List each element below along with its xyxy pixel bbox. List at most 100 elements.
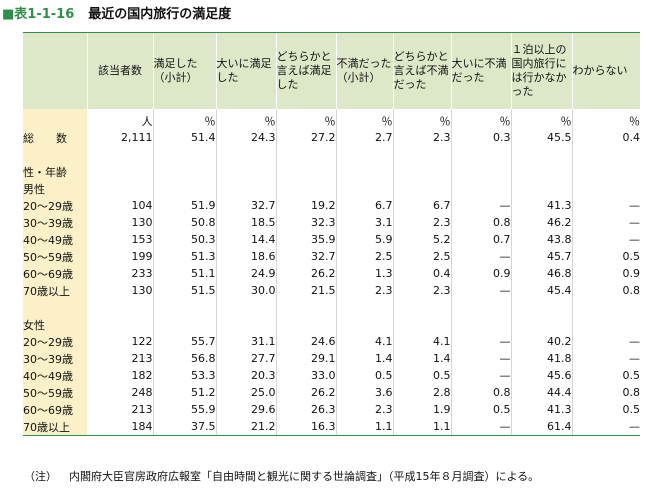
row-label: 30～39歳 bbox=[23, 214, 87, 231]
table-cell: 40.2 bbox=[510, 333, 572, 350]
table-cell: 130 bbox=[131, 284, 153, 297]
table-cell: 51.2 bbox=[152, 384, 216, 401]
table-cell: 61.4 bbox=[510, 418, 572, 436]
table-cell bbox=[571, 316, 640, 333]
column-header-5: 不満だった（小計） bbox=[335, 33, 393, 109]
table-cell: — bbox=[571, 350, 640, 367]
table-cell: 44.4 bbox=[510, 384, 572, 401]
row-label bbox=[23, 299, 87, 316]
table-cell: 14.4 bbox=[215, 231, 276, 248]
table-cell: 20.3 bbox=[215, 367, 276, 384]
header-row: 該当者数 満足した（小計） 大いに満足した どちらかと言えば満足した 不満だった（小計）… bbox=[23, 33, 640, 109]
table-cell: 0.5 bbox=[392, 367, 451, 384]
table-cell: 35.9 bbox=[275, 231, 336, 248]
table-cell: 0.9 bbox=[571, 265, 640, 282]
table-cell: — bbox=[571, 197, 640, 214]
column-header-6: どちらかと言えば不満だった bbox=[392, 33, 451, 109]
table-row: 20～29歳 122 55.7 31.1 24.6 4.1 4.1—40.2— bbox=[23, 333, 640, 350]
table-cell: 2.3 bbox=[335, 282, 393, 299]
table-cell bbox=[510, 299, 572, 316]
table-cell bbox=[510, 146, 572, 163]
table-cell: — bbox=[450, 197, 511, 214]
table-cell: — bbox=[571, 231, 640, 248]
column-header-3: 大いに満足した bbox=[215, 33, 276, 109]
table-cell: 16.3 bbox=[275, 418, 336, 436]
table-cell bbox=[510, 316, 572, 333]
table-cell bbox=[275, 299, 336, 316]
table-row: 男性 bbox=[23, 180, 640, 197]
row-label: 40～49歳 bbox=[23, 367, 87, 384]
table-cell: — bbox=[571, 333, 640, 350]
table-cell bbox=[335, 299, 393, 316]
table-cell: 26.3 bbox=[275, 401, 336, 418]
table-cell bbox=[87, 146, 153, 163]
table-cell: 5.9 bbox=[335, 231, 393, 248]
table-cell: 0.5 bbox=[450, 401, 511, 418]
table-cell: 27.2 bbox=[275, 129, 336, 146]
row-label: 20～29歳 bbox=[23, 197, 87, 214]
unit-cell: 人 bbox=[141, 115, 153, 128]
table-cell: 0.7 bbox=[450, 231, 511, 248]
table-cell: 1.1 bbox=[392, 418, 451, 436]
row-label: 30～39歳 bbox=[23, 350, 87, 367]
table-cell: 0.9 bbox=[450, 265, 511, 282]
table-cell: 21.5 bbox=[275, 282, 336, 299]
table-cell: 0.3 bbox=[450, 129, 511, 146]
table-cell: 248 bbox=[131, 386, 153, 399]
table-cell: 2,111 bbox=[121, 131, 153, 144]
table-cell: 41.3 bbox=[510, 401, 572, 418]
table-title: 最近の国内旅行の満足度 bbox=[88, 6, 232, 22]
row-label: 性・年齢 bbox=[23, 163, 87, 180]
unit-cell: ％ bbox=[152, 109, 216, 129]
table-cell: 0.5 bbox=[571, 367, 640, 384]
table-cell: 56.8 bbox=[152, 350, 216, 367]
table-cell: 2.5 bbox=[392, 248, 451, 265]
table-cell: 41.8 bbox=[510, 350, 572, 367]
unit-row-label bbox=[23, 109, 87, 129]
table-cell: 2.5 bbox=[335, 248, 393, 265]
table-cell: 199 bbox=[131, 250, 153, 263]
table-cell: 50.8 bbox=[152, 214, 216, 231]
table-cell: 1.9 bbox=[392, 401, 451, 418]
table-cell: 0.8 bbox=[450, 214, 511, 231]
table-cell: 1.3 bbox=[335, 265, 393, 282]
table-cell bbox=[450, 316, 511, 333]
table-cell: 4.1 bbox=[335, 333, 393, 350]
table-cell: 53.3 bbox=[152, 367, 216, 384]
column-header-8: １泊以上の国内旅行には行かなかった bbox=[510, 33, 572, 109]
table-cell bbox=[275, 180, 336, 197]
table-cell: 51.9 bbox=[152, 197, 216, 214]
row-label: 60～69歳 bbox=[23, 401, 87, 418]
table-cell: 26.2 bbox=[275, 384, 336, 401]
table-cell: 29.6 bbox=[215, 401, 276, 418]
column-header-1: 該当者数 bbox=[86, 33, 153, 109]
table-cell bbox=[335, 316, 393, 333]
top-rule bbox=[23, 32, 640, 33]
table-cell: 213 bbox=[131, 352, 153, 365]
table-cell: — bbox=[450, 350, 511, 367]
table-cell: 33.0 bbox=[275, 367, 336, 384]
table-cell: 32.7 bbox=[215, 197, 276, 214]
table-cell: 0.8 bbox=[571, 282, 640, 299]
table-cell: 30.0 bbox=[215, 282, 276, 299]
table-cell bbox=[215, 163, 276, 180]
table-cell: 25.0 bbox=[215, 384, 276, 401]
unit-cell: ％ bbox=[335, 109, 393, 129]
table-cell: 2.3 bbox=[392, 282, 451, 299]
table-cell: 51.5 bbox=[152, 282, 216, 299]
table-cell bbox=[215, 146, 276, 163]
table-cell bbox=[87, 316, 153, 333]
row-label: 20～29歳 bbox=[23, 333, 87, 350]
table-cell: 0.4 bbox=[571, 129, 640, 146]
table-cell: 50.3 bbox=[152, 231, 216, 248]
table-cell: 184 bbox=[87, 418, 153, 436]
table-cell bbox=[450, 299, 511, 316]
unit-cell: ％ bbox=[392, 109, 451, 129]
table-cell: 24.6 bbox=[275, 333, 336, 350]
table-title-bar: ■表1-1-16 最近の国内旅行の満足度 bbox=[2, 2, 231, 22]
row-label: 総 数 bbox=[23, 129, 87, 146]
table-cell bbox=[87, 299, 153, 316]
table-cell: — bbox=[571, 418, 640, 436]
row-label: 40～49歳 bbox=[23, 231, 87, 248]
table-row: 40～49歳 153 50.3 14.4 35.9 5.9 5.2 0.7 43.8— bbox=[23, 231, 640, 248]
